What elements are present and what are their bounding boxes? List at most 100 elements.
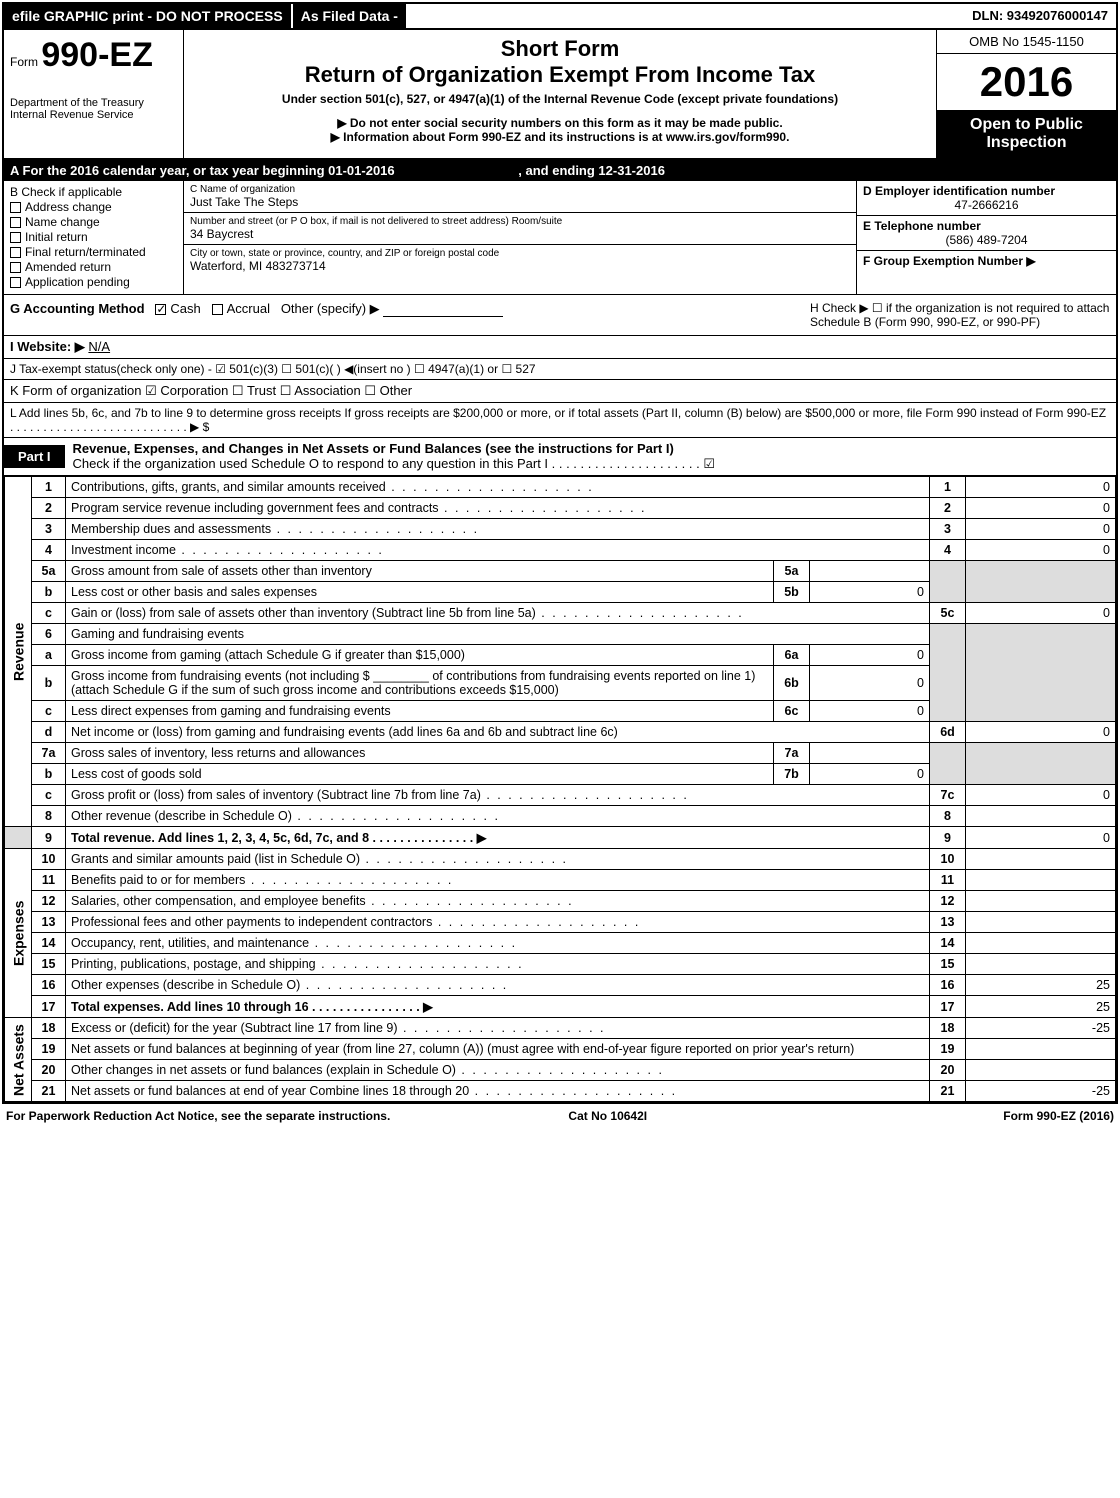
ln10-num: 10: [32, 849, 66, 870]
section-i: I Website: ▶ N/A: [4, 336, 1116, 359]
section-a-ending: , and ending 12-31-2016: [518, 163, 665, 178]
section-g-h: G Accounting Method Cash Accrual Other (…: [4, 295, 1116, 336]
under-section: Under section 501(c), 527, or 4947(a)(1)…: [194, 92, 926, 106]
ln11-desc: Benefits paid to or for members: [66, 870, 930, 891]
ln5a-inval: [810, 561, 930, 582]
chk-amended[interactable]: Amended return: [10, 260, 177, 274]
chk-cash[interactable]: [155, 304, 166, 315]
ln6b-inlab: 6b: [774, 666, 810, 701]
form-container: efile GRAPHIC print - DO NOT PROCESS As …: [2, 2, 1118, 1104]
ln5ab-grey: [930, 561, 966, 603]
ln20-num: 20: [32, 1060, 66, 1081]
section-a-text: A For the 2016 calendar year, or tax yea…: [10, 163, 395, 178]
ln6b-inval: 0: [810, 666, 930, 701]
dept-irs: Internal Revenue Service: [10, 109, 177, 121]
header-row: Form 990-EZ Department of the Treasury I…: [4, 30, 1116, 160]
chk-accrual[interactable]: [212, 304, 223, 315]
ln6c-num: c: [32, 701, 66, 722]
ln5b-num: b: [32, 582, 66, 603]
ln16-rnum: 16: [930, 975, 966, 996]
ln12-num: 12: [32, 891, 66, 912]
ln6c-inlab: 6c: [774, 701, 810, 722]
ln16-val: 25: [966, 975, 1116, 996]
chk-final[interactable]: Final return/terminated: [10, 245, 177, 259]
chk-name[interactable]: Name change: [10, 215, 177, 229]
ein-value: 47-2666216: [863, 198, 1110, 212]
ln1-rnum: 1: [930, 477, 966, 498]
ln5a-inlab: 5a: [774, 561, 810, 582]
ln12-desc: Salaries, other compensation, and employ…: [66, 891, 930, 912]
dept-treasury: Department of the Treasury: [10, 97, 177, 109]
sidecat-netassets: Net Assets: [5, 1018, 32, 1102]
ln7b-inlab: 7b: [774, 764, 810, 785]
other-blank[interactable]: [383, 305, 503, 317]
section-b: B Check if applicable Address change Nam…: [4, 181, 184, 294]
section-h: H Check ▶ ☐ if the organization is not r…: [810, 301, 1110, 329]
chk-address[interactable]: Address change: [10, 200, 177, 214]
section-j: J Tax-exempt status(check only one) - ☑ …: [4, 359, 1116, 380]
ln8-rnum: 8: [930, 806, 966, 827]
section-d-e-f: D Employer identification number 47-2666…: [856, 181, 1116, 294]
ln20-val: [966, 1060, 1116, 1081]
section-c: C Name of organization Just Take The Ste…: [184, 181, 856, 294]
ln6d-desc: Net income or (loss) from gaming and fun…: [66, 722, 930, 743]
rev-spacer: [5, 827, 32, 849]
addr-label: Number and street (or P O box, if mail i…: [190, 216, 850, 227]
ln18-val: -25: [966, 1018, 1116, 1039]
website-value: N/A: [88, 339, 110, 354]
asfiled-label: As Filed Data -: [291, 4, 406, 28]
ln21-val: -25: [966, 1081, 1116, 1102]
ln3-num: 3: [32, 519, 66, 540]
ln14-num: 14: [32, 933, 66, 954]
ln9-desc: Total revenue. Add lines 1, 2, 3, 4, 5c,…: [66, 827, 930, 849]
ln6a-num: a: [32, 645, 66, 666]
ln16-num: 16: [32, 975, 66, 996]
ln9-rnum: 9: [930, 827, 966, 849]
ln21-num: 21: [32, 1081, 66, 1102]
ln4-desc: Investment income: [66, 540, 930, 561]
ln6d-val: 0: [966, 722, 1116, 743]
ln6b-desc: Gross income from fundraising events (no…: [66, 666, 774, 701]
ln7a-num: 7a: [32, 743, 66, 764]
ein-cell: D Employer identification number 47-2666…: [857, 181, 1116, 216]
ln11-num: 11: [32, 870, 66, 891]
ln17-val: 25: [966, 996, 1116, 1018]
instruction-2: ▶ Information about Form 990-EZ and its …: [194, 130, 926, 144]
header-right: OMB No 1545-1150 2016 Open to Public Ins…: [936, 30, 1116, 158]
ln15-num: 15: [32, 954, 66, 975]
phone-value: (586) 489-7204: [863, 233, 1110, 247]
ln5a-desc: Gross amount from sale of assets other t…: [66, 561, 774, 582]
ln7b-num: b: [32, 764, 66, 785]
ln1-val: 0: [966, 477, 1116, 498]
ln14-desc: Occupancy, rent, utilities, and maintena…: [66, 933, 930, 954]
chk-pending[interactable]: Application pending: [10, 275, 177, 289]
ln9-val: 0: [966, 827, 1116, 849]
form-prefix: Form: [10, 55, 38, 69]
ln6a-inval: 0: [810, 645, 930, 666]
topbar: efile GRAPHIC print - DO NOT PROCESS As …: [4, 4, 1116, 30]
ln6-num: 6: [32, 624, 66, 645]
chk-initial-label: Initial return: [25, 230, 88, 244]
ln5c-val: 0: [966, 603, 1116, 624]
footer: For Paperwork Reduction Act Notice, see …: [0, 1106, 1120, 1126]
chk-initial[interactable]: Initial return: [10, 230, 177, 244]
footer-right: Form 990-EZ (2016): [1003, 1109, 1114, 1123]
footer-left: For Paperwork Reduction Act Notice, see …: [6, 1109, 390, 1123]
org-name: Just Take The Steps: [190, 195, 850, 209]
ln19-val: [966, 1039, 1116, 1060]
ln4-num: 4: [32, 540, 66, 561]
open-public-1: Open to Public: [970, 116, 1083, 133]
ln7ab-greyval: [966, 743, 1116, 785]
phone-cell: E Telephone number (586) 489-7204: [857, 216, 1116, 251]
header-mid: Short Form Return of Organization Exempt…: [184, 30, 936, 158]
city-cell: City or town, state or province, country…: [184, 245, 856, 276]
section-l: L Add lines 5b, 6c, and 7b to line 9 to …: [4, 403, 1116, 438]
ln2-num: 2: [32, 498, 66, 519]
ln19-num: 19: [32, 1039, 66, 1060]
part-i-check: Check if the organization used Schedule …: [73, 456, 715, 471]
part-i-header: Part I Revenue, Expenses, and Changes in…: [4, 438, 1116, 476]
ln3-val: 0: [966, 519, 1116, 540]
other-label: Other (specify) ▶: [281, 301, 380, 316]
ln18-desc: Excess or (deficit) for the year (Subtra…: [66, 1018, 930, 1039]
ln14-rnum: 14: [930, 933, 966, 954]
